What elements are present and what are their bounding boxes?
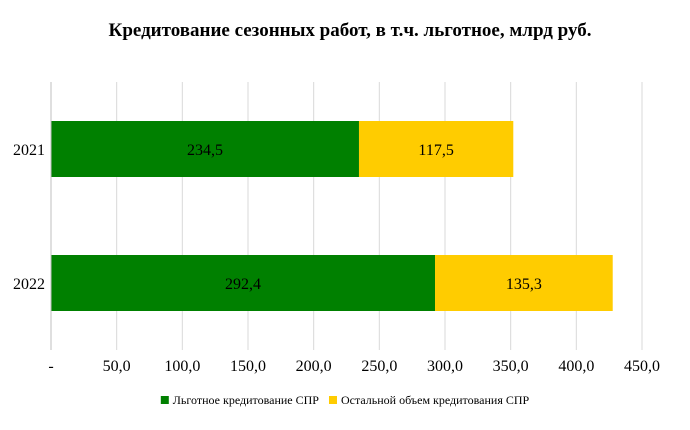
x-tick-label-350: 350,0: [493, 358, 529, 375]
axes: 2021 2022 - 50,0 100,0 150,0 200,0 250,0 300,0 35…: [13, 82, 660, 375]
x-tick-label-400: 400,0: [558, 358, 594, 375]
x-tick-label-150: 150,0: [230, 358, 266, 375]
legend-label-series-2: Остальной объем кредитования СПР: [341, 393, 530, 407]
bar-2021-series-2: [358, 121, 514, 177]
x-tick-label-450: 450,0: [624, 358, 660, 375]
chart-title: Кредитование сезонных работ, в т.ч. льго…: [108, 20, 592, 41]
x-tick-label-0: -: [48, 358, 53, 375]
x-tick-label-200: 200,0: [296, 358, 332, 375]
category-label-2022: 2022: [13, 276, 45, 293]
x-tick-label-250: 250,0: [361, 358, 397, 375]
x-tick-label-50: 50,0: [103, 358, 131, 375]
data-label-2021-series-2: 117,5: [418, 142, 453, 159]
bar-2022-series-1: [51, 255, 436, 311]
category-label-2021: 2021: [13, 142, 45, 159]
data-labels: 234,5 117,5 292,4 135,3: [187, 142, 542, 293]
data-label-2021-series-1: 234,5: [187, 142, 223, 159]
x-tick-label-300: 300,0: [427, 358, 463, 375]
legend: Льготное кредитование СПР Остальной объем…: [160, 393, 530, 407]
data-label-2022-series-2: 135,3: [506, 276, 542, 293]
x-tick-label-100: 100,0: [164, 358, 200, 375]
bar-2022-series-2: [435, 255, 613, 311]
legend-swatch-series-2: [328, 396, 337, 404]
legend-swatch-series-1: [160, 396, 169, 404]
data-label-2022-series-1: 292,4: [225, 276, 261, 293]
legend-label-series-1: Льготное кредитование СПР: [173, 393, 320, 407]
bars: [51, 121, 613, 311]
bar-2021-series-1: [51, 121, 359, 177]
